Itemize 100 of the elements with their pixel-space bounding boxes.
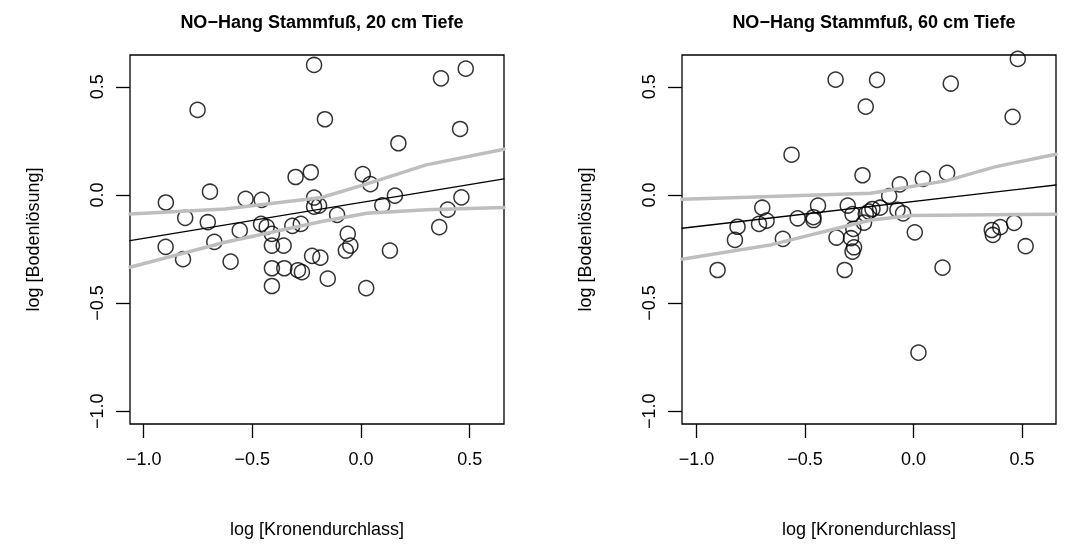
point [432,70,450,87]
point [754,199,771,216]
point [729,218,746,235]
point [252,215,270,233]
point [199,213,217,231]
point [906,224,924,241]
point [1005,214,1023,232]
point [231,222,248,239]
point [451,120,469,138]
point [293,263,311,281]
y-tick-label: 0.0 [639,182,659,208]
point [275,237,292,254]
point [809,197,827,214]
point [339,225,356,243]
point [431,218,448,236]
point [381,242,399,259]
point [839,197,856,214]
point [253,191,270,209]
y-tick-label: 0.5 [87,74,107,100]
point [302,163,320,181]
point [305,198,323,215]
point [789,210,806,227]
point [292,215,310,233]
point [857,98,874,115]
point [287,168,304,186]
point [362,175,379,193]
y-tick-label: 0.0 [87,182,107,208]
point [305,189,323,206]
point [828,229,845,246]
x-tick-label: −0.5 [234,449,271,469]
y-tick-label: −1.0 [87,393,107,430]
point [914,170,932,188]
point [189,101,206,119]
point [201,183,219,200]
point [992,218,1009,236]
point [328,206,346,224]
point [157,238,174,256]
point [206,233,223,251]
point [1004,108,1021,126]
point [709,261,726,279]
x-axis-title: log [Kronendurchlass] [229,519,405,539]
point [855,214,873,231]
point [263,260,281,277]
point [942,75,960,92]
point [337,242,355,259]
line-series [128,205,506,269]
point [312,249,329,266]
point [222,253,239,270]
point [1009,50,1027,68]
point [726,231,744,249]
point [237,190,254,208]
point [386,187,404,204]
point [844,243,861,260]
point [319,270,337,287]
y-axis-title: log [Bodenlösung] [23,167,43,312]
x-tick-label: 0.5 [1009,449,1035,469]
point [860,203,878,220]
y-tick-label: −0.5 [87,285,107,321]
point [894,205,912,222]
point [276,260,293,277]
point [439,201,456,218]
point [983,221,1001,239]
point [263,277,281,295]
point [157,194,175,211]
x-tick-label: −1.0 [678,449,715,469]
point [891,176,909,193]
y-tick-label: −1.0 [639,393,659,430]
point [845,239,863,256]
point [880,187,898,205]
point [984,226,1002,244]
point [316,110,334,128]
x-tick-label: −1.0 [125,449,162,469]
point [390,135,407,152]
y-tick-label: 0.5 [639,74,659,100]
point [453,189,470,206]
point [774,230,792,248]
point [750,215,768,233]
point [783,146,800,163]
point [844,205,861,223]
y-tick-label: −0.5 [639,285,659,321]
point [305,56,323,74]
point [310,197,328,214]
point [263,237,281,254]
point [303,247,321,265]
x-tick-label: −0.5 [787,449,823,469]
point [342,237,359,254]
y-axis-title: log [Bodenlösung] [575,167,595,312]
point [836,261,853,279]
point [854,167,871,184]
line-series [680,212,1058,261]
line-series [128,147,506,216]
point [457,60,474,77]
chart-title: NO−Hang Stammfuß, 20 cm Tiefe [180,12,464,32]
point [263,225,281,243]
line-series [680,152,1058,202]
x-tick-label: 0.5 [457,449,483,469]
point [842,229,860,247]
point [289,261,307,279]
point [758,212,775,229]
point [871,199,889,216]
